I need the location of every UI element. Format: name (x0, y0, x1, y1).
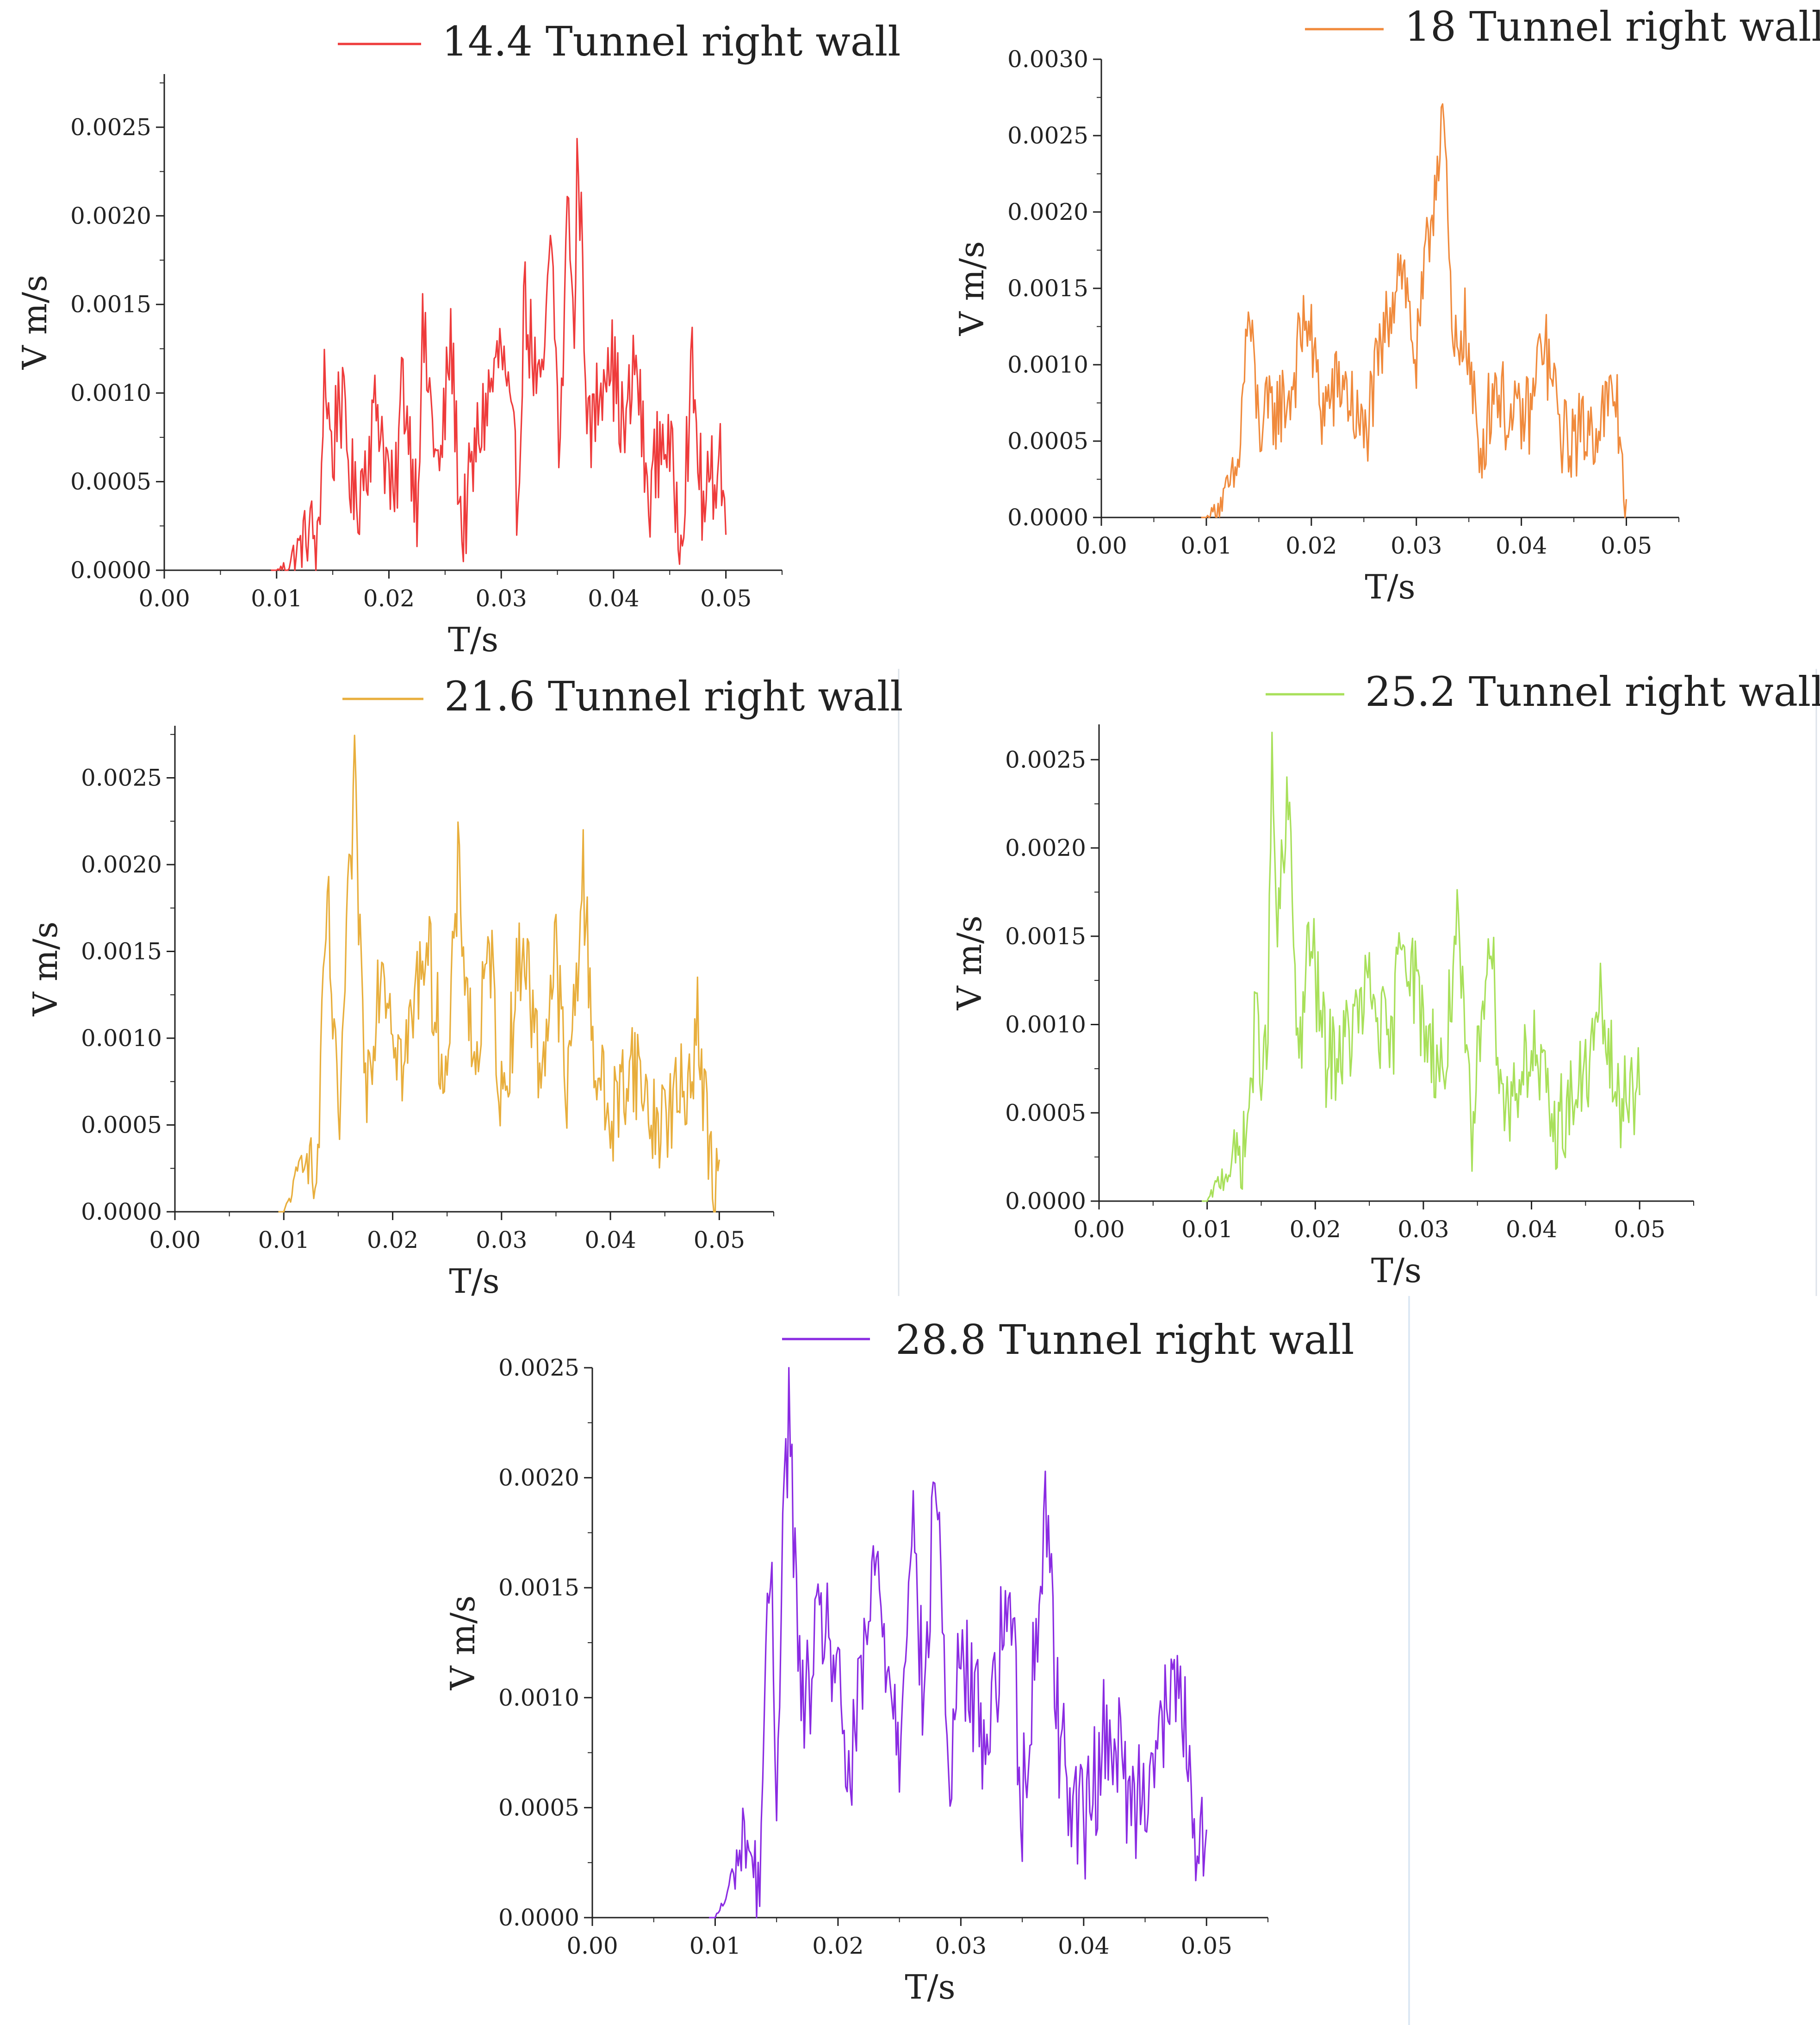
y-tick-label: 0.0030 (1007, 46, 1088, 73)
x-tick-label: 0.00 (149, 1227, 200, 1253)
x-tick-label: 0.00 (1073, 1216, 1124, 1243)
x-tick-label: 0.01 (689, 1932, 741, 1959)
y-tick-label: 0.0000 (1007, 504, 1088, 531)
y-tick-label: 0.0005 (70, 468, 151, 495)
x-tick-label: 0.05 (1601, 532, 1652, 559)
x-tick-label: 0.05 (1614, 1216, 1665, 1243)
x-tick-label: 0.00 (566, 1932, 618, 1959)
x-axis-label: T/s (905, 1968, 955, 2006)
y-tick-label: 0.0010 (1005, 1011, 1086, 1038)
series-line-4 (1202, 731, 1640, 1202)
panel-2: 18 Tunnel right wall 0.00 0.01 0.02 0.03 0.0… (952, 3, 1820, 606)
y-tick-label: 0.0015 (498, 1574, 579, 1601)
x-tick-label: 0.00 (1075, 532, 1127, 559)
x-tick-label: 0.02 (812, 1932, 863, 1959)
y-tick-label: 0.0010 (70, 380, 151, 406)
y-axis-label: V m/s (443, 1595, 482, 1690)
x-tick-label: 0.04 (1496, 532, 1547, 559)
x-tick-label: 0.01 (1181, 1216, 1233, 1243)
series-line-5 (709, 1367, 1207, 1919)
legend-label-3: 21.6 Tunnel right wall (444, 673, 903, 720)
panel-5: 28.8 Tunnel right wall 0.00 0.01 0.02 0.03 0… (443, 1316, 1354, 2006)
x-tick-label: 0.04 (1058, 1932, 1109, 1959)
y-tick-label: 0.0025 (498, 1354, 579, 1381)
y-tick-label: 0.0015 (1007, 275, 1088, 302)
y-tick-label: 0.0005 (1007, 428, 1088, 455)
y-tick-label: 0.0015 (81, 938, 162, 965)
x-tick-label: 0.03 (1391, 532, 1442, 559)
y-tick-label: 0.0005 (1005, 1099, 1086, 1126)
legend-label-4: 25.2 Tunnel right wall (1365, 668, 1820, 716)
legend-label-5: 28.8 Tunnel right wall (895, 1316, 1354, 1364)
y-tick-label: 0.0000 (498, 1904, 579, 1931)
x-tick-label: 0.05 (694, 1227, 745, 1253)
y-tick-label: 0.0015 (1005, 923, 1086, 950)
panel-3: 21.6 Tunnel right wall 0.00 0.01 0.02 0.03 0… (26, 673, 903, 1301)
x-tick-label: 0.01 (258, 1227, 310, 1253)
y-tick-label: 0.0025 (1007, 122, 1088, 149)
x-tick-label: 0.01 (251, 585, 302, 612)
y-tick-label: 0.0020 (70, 202, 151, 229)
x-axis-label: T/s (449, 1262, 499, 1301)
x-tick-label: 0.04 (584, 1227, 636, 1253)
x-tick-label: 0.03 (476, 585, 527, 612)
y-tick-label: 0.0000 (70, 557, 151, 584)
y-axis-label: V m/s (952, 241, 991, 336)
y-axis-label: V m/s (26, 922, 65, 1016)
x-tick-label: 0.02 (1286, 532, 1337, 559)
y-tick-label: 0.0005 (498, 1794, 579, 1821)
x-tick-label: 0.03 (1398, 1216, 1449, 1243)
x-tick-label: 0.02 (1290, 1216, 1341, 1243)
y-tick-label: 0.0005 (81, 1112, 162, 1139)
y-tick-label: 0.0010 (498, 1684, 579, 1711)
x-tick-label: 0.05 (1181, 1932, 1232, 1959)
y-tick-label: 0.0000 (81, 1198, 162, 1225)
x-tick-label: 0.01 (1180, 532, 1232, 559)
y-tick-label: 0.0025 (81, 765, 162, 791)
y-tick-label: 0.0025 (1005, 746, 1086, 773)
y-tick-label: 0.0025 (70, 114, 151, 141)
y-tick-label: 0.0020 (1005, 835, 1086, 861)
x-tick-label: 0.02 (367, 1227, 418, 1253)
y-axis-label: V m/s (15, 275, 54, 370)
legend-label-1: 14.4 Tunnel right wall (442, 18, 901, 65)
panel-4: 25.2 Tunnel right wall 0.00 0.01 0.02 0.03 0… (950, 668, 1820, 1290)
legend-label-2: 18 Tunnel right wall (1404, 3, 1820, 50)
series-line-1 (271, 137, 727, 571)
x-tick-label: 0.05 (700, 585, 752, 612)
y-tick-label: 0.0000 (1005, 1188, 1086, 1215)
y-tick-label: 0.0015 (70, 291, 151, 318)
x-tick-label: 0.03 (935, 1932, 987, 1959)
panel-1: 14.4 Tunnel right wall 0.00 0.01 0.02 0.03 0… (15, 18, 901, 659)
x-tick-label: 0.04 (588, 585, 639, 612)
y-tick-label: 0.0020 (81, 851, 162, 878)
x-tick-label: 0.00 (138, 585, 190, 612)
x-axis-label: T/s (1371, 1251, 1422, 1290)
x-axis-label: T/s (1365, 567, 1415, 606)
x-axis-label: T/s (448, 620, 498, 659)
y-tick-label: 0.0010 (81, 1025, 162, 1052)
y-tick-label: 0.0020 (498, 1464, 579, 1491)
y-tick-label: 0.0010 (1007, 351, 1088, 378)
y-axis-label: V m/s (950, 916, 989, 1010)
y-tick-label: 0.0020 (1007, 199, 1088, 225)
x-tick-label: 0.03 (476, 1227, 527, 1253)
series-line-2 (1201, 103, 1627, 518)
x-tick-label: 0.04 (1506, 1216, 1557, 1243)
x-tick-label: 0.02 (363, 585, 415, 612)
series-line-3 (278, 735, 720, 1213)
